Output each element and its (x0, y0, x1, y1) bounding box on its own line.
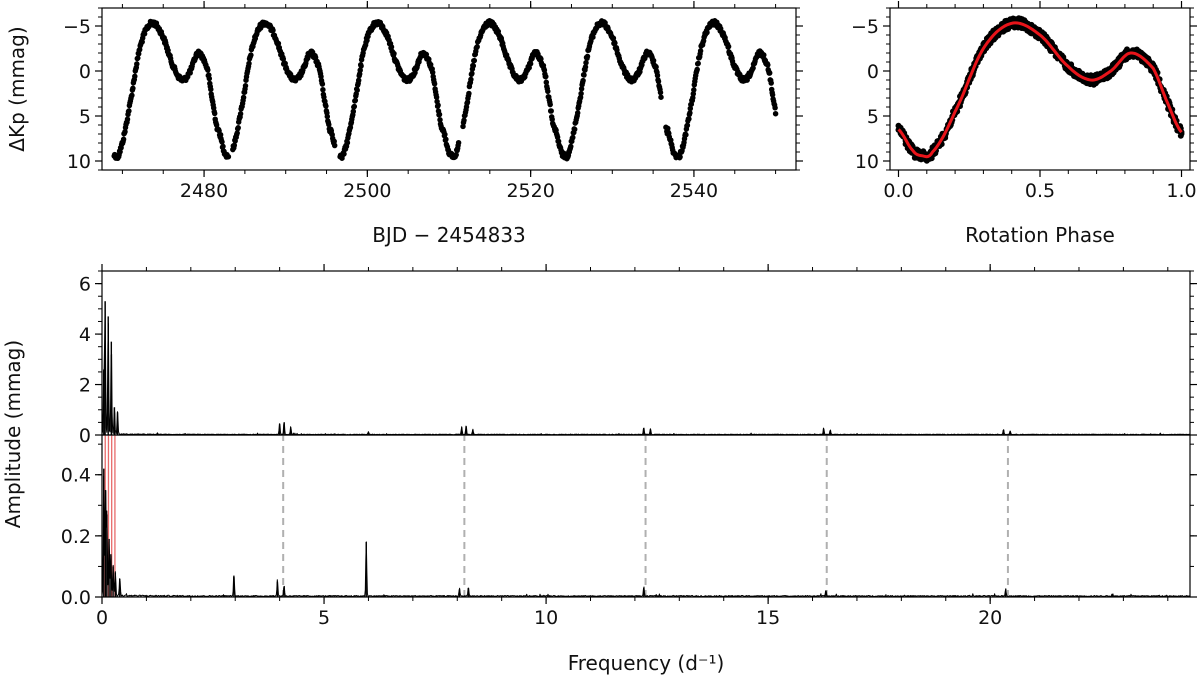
y-tick-label: −5 (851, 16, 879, 38)
y-tick-label: 0.4 (61, 465, 91, 487)
light-curve-frame (101, 7, 797, 171)
amplitude-axis-label: Amplitude (mmag) (1, 340, 25, 528)
panel-light-curve: 2480 2500 2520 2540 −5 0 5 10 BJD − 2454833 ΔKp… (5, 1, 803, 247)
residual-guide-lines (104, 435, 1009, 597)
y-tick-label: 10 (67, 151, 91, 173)
x-tick-label: 0 (96, 607, 108, 629)
panel-amplitude-spectrum: 0 2 4 6 (79, 264, 1197, 447)
y-tick-label: 0 (867, 61, 879, 83)
light-curve-points (111, 18, 779, 162)
light-curve-point (111, 18, 779, 162)
residual-spectrum-line (101, 468, 1190, 597)
y-tick-label: 10 (855, 151, 879, 173)
x-tick-label: 2480 (180, 180, 228, 202)
spectrum-ticks: 0 2 4 6 (79, 264, 1197, 447)
y-tick-label: 2 (79, 375, 91, 397)
panel-residual-spectrum: 0 5 10 15 200.00.20.4 Frequency (d⁻¹) Amplit… (1, 340, 1197, 675)
residual-ticks: 0 5 10 15 20 0.0 0.2 0.4 (61, 443, 1197, 629)
x-tick-label: 10 (534, 607, 558, 629)
spectrum-trace (101, 301, 1190, 436)
x-tick-label: 2540 (670, 180, 718, 202)
y-tick-label: 5 (867, 106, 879, 128)
x-tick-label: 5 (318, 607, 330, 629)
spectrum-frame (101, 270, 1191, 436)
phase-frame (889, 7, 1191, 171)
light-curve-y-axis-label: ΔKp (mmag) (5, 26, 29, 151)
residual-frame (101, 434, 1191, 598)
x-tick-label: 0.5 (1025, 180, 1055, 202)
x-tick-label: 1.0 (1166, 180, 1196, 202)
y-tick-label: 5 (79, 106, 91, 128)
y-tick-label: 6 (79, 274, 91, 296)
phase-ticks: 0.0 0.5 1.0 −5 0 5 10 (851, 1, 1197, 202)
x-tick-label: 15 (756, 607, 780, 629)
light-curve-x-axis-label: BJD − 2454833 (372, 223, 526, 247)
y-tick-label: 0.2 (61, 526, 91, 548)
y-tick-label: 0.0 (61, 587, 91, 609)
y-tick-label: 4 (79, 324, 91, 346)
spectrum-line (101, 301, 1190, 436)
phase-model-curve (897, 21, 1183, 159)
x-tick-label: 0.0 (883, 180, 913, 202)
panel-phase-folded: 0.0 0.5 1.0 −5 0 5 10 Rotation Phase (851, 1, 1197, 247)
frequency-axis-label: Frequency (d⁻¹) (568, 651, 725, 675)
y-tick-label: 0 (79, 61, 91, 83)
y-tick-label: 0 (79, 425, 91, 447)
x-tick-label: 2520 (506, 180, 554, 202)
x-tick-label: 2500 (343, 180, 391, 202)
y-tick-label: −5 (63, 16, 91, 38)
light-curve-ticks: 2480 2500 2520 2540 −5 0 5 10 (63, 1, 803, 202)
phase-x-axis-label: Rotation Phase (965, 223, 1115, 247)
x-tick-label: 20 (978, 607, 1002, 629)
